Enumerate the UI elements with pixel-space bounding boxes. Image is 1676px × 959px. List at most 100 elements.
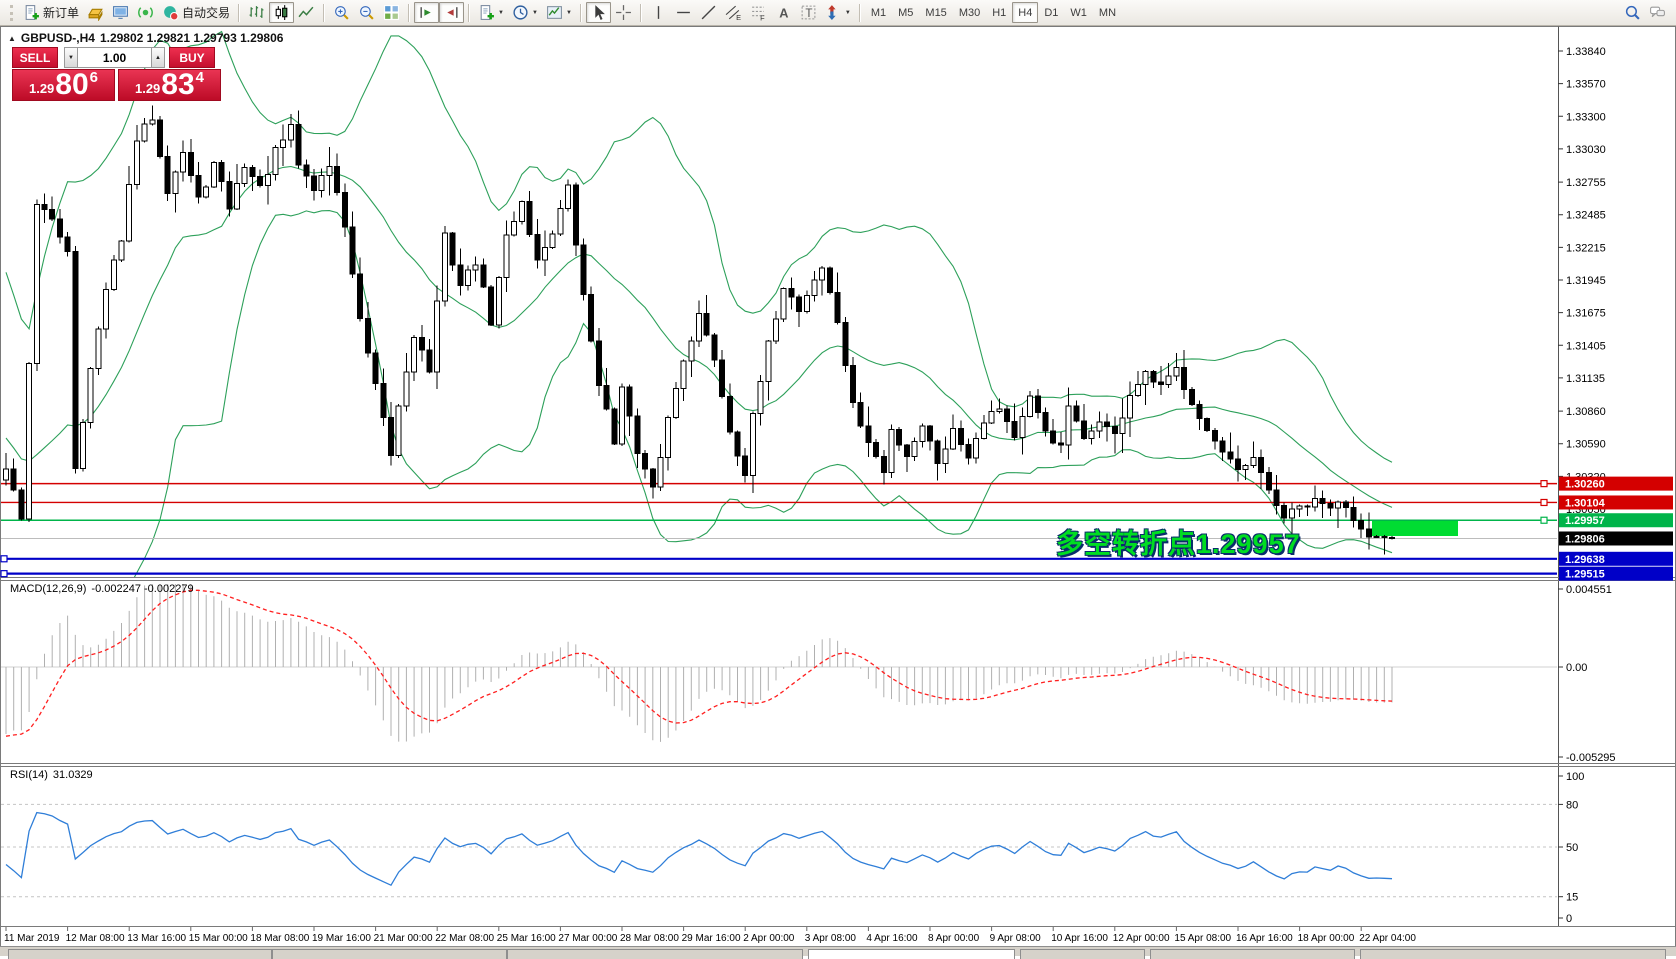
cursor-button[interactable] bbox=[585, 2, 611, 23]
price-tick-label: 1.33570 bbox=[1566, 79, 1606, 91]
line-handle[interactable] bbox=[1540, 480, 1548, 488]
chart-window-border bbox=[0, 26, 1676, 956]
toolbar-separator bbox=[639, 3, 642, 22]
periods-button[interactable]: ▼ bbox=[508, 2, 542, 23]
volume-decrement-button[interactable]: ▼ bbox=[64, 47, 78, 68]
buy-price-box[interactable]: 1.29 83 4 bbox=[118, 69, 221, 101]
price-tick-label: 1.30590 bbox=[1566, 439, 1606, 451]
fibonacci-button[interactable] bbox=[746, 2, 771, 23]
price-tick-label: 1.32755 bbox=[1566, 177, 1606, 189]
channel-icon bbox=[725, 4, 742, 21]
sell-price-box[interactable]: 1.29 80 6 bbox=[12, 69, 115, 101]
chat-button[interactable] bbox=[1645, 2, 1670, 23]
symbol-period-label: GBPUSD-,H4 bbox=[20, 31, 95, 45]
tf-h1-button[interactable]: H1 bbox=[986, 2, 1012, 23]
vline-icon bbox=[650, 4, 667, 21]
volume-increment-button[interactable]: ▲ bbox=[151, 47, 165, 68]
auto-trading-button[interactable]: 自动交易 bbox=[158, 2, 234, 23]
volume-input[interactable] bbox=[78, 47, 151, 68]
chart-tab[interactable] bbox=[1150, 949, 1355, 959]
robot-icon bbox=[162, 4, 179, 21]
profiles-button[interactable] bbox=[83, 2, 108, 23]
chart-tab[interactable] bbox=[507, 949, 803, 959]
hline-icon bbox=[675, 4, 692, 21]
macd-axis-label: 0.00 bbox=[1566, 662, 1587, 674]
date-label: 12 Apr 00:00 bbox=[1113, 933, 1170, 944]
line-handle[interactable] bbox=[1540, 516, 1548, 524]
navigator-button[interactable] bbox=[133, 2, 158, 23]
channel-button[interactable] bbox=[721, 2, 746, 23]
line-chart-button[interactable] bbox=[294, 2, 319, 23]
text-label-button[interactable] bbox=[796, 2, 821, 23]
date-label: 9 Apr 08:00 bbox=[990, 933, 1042, 944]
chart-tab[interactable] bbox=[8, 949, 272, 959]
tf-d1-button[interactable]: D1 bbox=[1038, 2, 1064, 23]
tf-m5-button-label: M5 bbox=[898, 6, 914, 19]
line-handle[interactable] bbox=[1540, 498, 1548, 507]
arrows-button[interactable]: ▼ bbox=[821, 2, 855, 23]
date-label: 18 Apr 00:00 bbox=[1298, 933, 1355, 944]
line-handle[interactable] bbox=[0, 570, 8, 578]
candle-icon bbox=[273, 4, 290, 21]
date-label: 15 Mar 00:00 bbox=[189, 933, 248, 944]
rsi-name: RSI(14) bbox=[10, 769, 48, 781]
tf-m5-button[interactable]: M5 bbox=[892, 2, 919, 23]
search-button[interactable] bbox=[1620, 2, 1645, 23]
chart-tab[interactable] bbox=[808, 949, 1015, 959]
toolbar-separator bbox=[323, 3, 326, 22]
tf-mn-button[interactable]: MN bbox=[1093, 2, 1122, 23]
date-label: 3 Apr 08:00 bbox=[805, 933, 857, 944]
tf-h4-button[interactable]: H4 bbox=[1012, 2, 1039, 23]
tile-windows-button[interactable] bbox=[379, 2, 404, 23]
crosshair-button[interactable] bbox=[611, 2, 636, 23]
date-axis[interactable]: 11 Mar 2019 12 Mar 08:00 13 Mar 16:00 15 Ma… bbox=[4, 927, 1416, 944]
buy-price-sup: 4 bbox=[195, 69, 205, 86]
cursor-icon bbox=[590, 4, 607, 21]
highlight-rectangle[interactable] bbox=[1372, 521, 1458, 536]
crosshair-icon bbox=[615, 4, 632, 21]
trendline-button[interactable] bbox=[696, 2, 721, 23]
doc-plus-icon bbox=[478, 4, 495, 21]
annotation-text[interactable]: 多空转折点1.29957 bbox=[1056, 529, 1301, 559]
tf-m1-button-label: M1 bbox=[870, 6, 887, 19]
price-tick-label: 1.31405 bbox=[1566, 340, 1606, 352]
tf-m1-button[interactable]: M1 bbox=[865, 2, 892, 23]
market-watch-button[interactable] bbox=[108, 2, 133, 23]
date-label: 11 Mar 2019 bbox=[4, 933, 60, 944]
vertical-line-button[interactable] bbox=[646, 2, 671, 23]
zoom-out-button[interactable] bbox=[354, 2, 379, 23]
chart-tab[interactable] bbox=[272, 949, 507, 959]
chart-tab[interactable] bbox=[1020, 949, 1145, 959]
buy-button[interactable]: BUY bbox=[169, 47, 215, 68]
price-axis[interactable]: 1.33840 1.33570 1.33300 1.33030 1.32755 1.324… bbox=[1558, 46, 1673, 581]
indicators-button[interactable]: ▼ bbox=[474, 2, 508, 23]
line-handle[interactable] bbox=[0, 555, 8, 563]
new-order-button-label: 新订单 bbox=[43, 6, 80, 20]
templates-button[interactable]: ▼ bbox=[542, 2, 576, 23]
toolbar-separator bbox=[468, 3, 471, 22]
chart-tab[interactable] bbox=[1360, 949, 1666, 959]
chart-shift-button[interactable] bbox=[439, 2, 465, 23]
price-tag-label: 1.30260 bbox=[1565, 479, 1605, 491]
tf-w1-button[interactable]: W1 bbox=[1064, 2, 1093, 23]
macd-axis-label: 0.004551 bbox=[1566, 584, 1612, 596]
ohlc-info-line: ▲ GBPUSD-,H4 1.29802 1.29821 1.29793 1.2… bbox=[8, 31, 283, 45]
sell-button[interactable]: SELL bbox=[12, 47, 58, 68]
autoscroll-icon bbox=[418, 4, 435, 21]
toolbar-separator bbox=[238, 3, 241, 22]
text-button[interactable] bbox=[771, 2, 796, 23]
horizontal-line-button[interactable] bbox=[671, 2, 696, 23]
ohlc-collapse-toggle[interactable]: ▲ bbox=[8, 33, 16, 43]
price-tag bbox=[1559, 531, 1673, 546]
auto-scroll-button[interactable] bbox=[414, 2, 440, 23]
tf-h1-button-label: H1 bbox=[992, 6, 1007, 19]
zoom-in-button[interactable] bbox=[329, 2, 354, 23]
new-order-button[interactable]: 新订单 bbox=[19, 2, 83, 23]
candlestick-chart-button[interactable] bbox=[269, 2, 295, 23]
tf-m15-button[interactable]: M15 bbox=[919, 2, 952, 23]
bar-chart-button[interactable] bbox=[244, 2, 269, 23]
date-label: 10 Apr 16:00 bbox=[1051, 933, 1108, 944]
tf-m30-button[interactable]: M30 bbox=[953, 2, 986, 23]
